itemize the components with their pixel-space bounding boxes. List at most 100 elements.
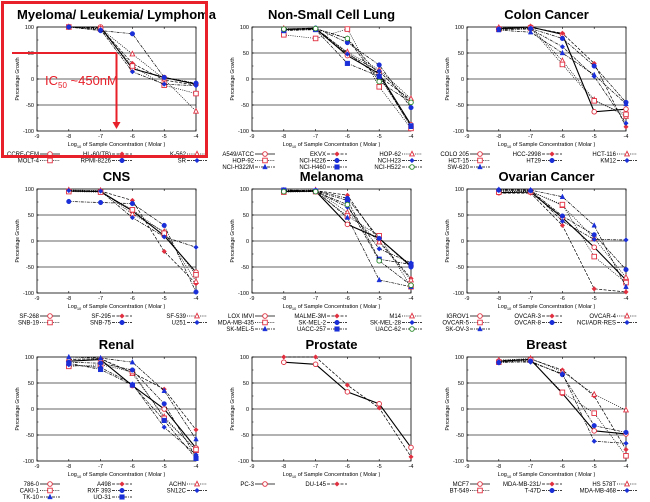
x-tick-label: -5	[592, 296, 597, 302]
data-point	[129, 367, 135, 373]
x-tick-label: -5	[592, 134, 597, 140]
data-point	[559, 201, 566, 208]
legend-marker	[409, 319, 415, 326]
legend-marker	[194, 319, 200, 326]
legend-item: DU-145	[305, 481, 347, 488]
legend-label: UO-31	[93, 495, 111, 501]
legend-label: MDA-MB-231/	[503, 482, 541, 488]
legend-label: A549/ATCC	[222, 152, 254, 158]
legend-label: M14	[389, 314, 401, 320]
x-tick-label: -8	[496, 296, 501, 302]
x-tick-label: -5	[377, 464, 382, 470]
legend-marker	[334, 164, 340, 170]
data-point	[312, 188, 319, 195]
legend-marker	[334, 481, 340, 487]
x-tick-label: -6	[130, 134, 135, 140]
legend-item: BT-549	[450, 487, 490, 495]
legend-item: COLO 205	[440, 151, 490, 158]
legend-label: DU-145	[305, 482, 326, 488]
legend-item: OVCAR-4	[589, 312, 637, 320]
chart-panel-myeloma-leukemia-lymphoma: Myeloma/ Leukemia/ Lymphoma100500-50-100…	[0, 0, 217, 167]
data-point	[376, 246, 382, 252]
legend-marker	[119, 151, 125, 157]
legend-label: HS 578T	[592, 482, 616, 488]
data-point	[591, 232, 597, 238]
data-point	[591, 428, 597, 434]
data-point	[312, 35, 319, 42]
y-tick-label: 100	[25, 187, 34, 193]
legend-marker	[477, 325, 483, 332]
data-point	[559, 49, 566, 56]
series-sn12c	[66, 362, 199, 458]
y-axis-label: Percentage Growth	[230, 57, 236, 100]
chart-svg: Non-Small Cell Lung 100 50 0 -50 -100-9 -8 -7 -6…	[222, 7, 422, 171]
legend-label: NCI/ADR-RES	[577, 321, 616, 327]
data-point	[281, 188, 287, 195]
y-tick-label: -50	[456, 103, 464, 109]
x-tick-label: -4	[409, 464, 414, 470]
data-point	[591, 253, 597, 260]
legend-label: OVCAR-5	[442, 321, 469, 327]
series-sr	[66, 24, 199, 89]
y-tick-label: 0	[246, 407, 249, 413]
legend-item: MDA-MB-468	[580, 487, 637, 495]
data-point	[129, 63, 136, 69]
legend-label: PC-3	[240, 482, 254, 488]
data-point	[161, 81, 167, 87]
data-point	[408, 454, 414, 460]
chart-title: Prostate	[305, 337, 357, 352]
chart-svg: Myeloma/ Leukemia/ Lymphoma100500-50-100…	[7, 7, 217, 165]
x-tick-label: -9	[35, 134, 40, 140]
legend-label: SF-268	[19, 314, 39, 320]
legend-label: NCI-H23	[378, 159, 402, 165]
chart-svg: Melanoma 100 50 0 -50 -100-9 -8 -7 -6 -5 -4 Log10 o…	[218, 169, 422, 333]
y-tick-label: 0	[246, 239, 249, 245]
x-tick-label: -8	[66, 134, 71, 140]
y-tick-label: -100	[453, 129, 464, 135]
x-axis-label: Log10 of Sample Concentration ( Molar )	[283, 142, 381, 149]
data-point	[623, 440, 629, 446]
legend-item: RPMI-8226	[81, 157, 132, 165]
data-point	[97, 188, 104, 194]
legend-label: A498	[97, 482, 112, 488]
chart-title: Renal	[99, 337, 134, 352]
data-point	[193, 427, 199, 433]
chart-title: CNS	[103, 169, 131, 184]
legend-marker	[408, 312, 416, 319]
x-axis-label: Log10 of Sample Concentration ( Molar )	[68, 472, 166, 479]
legend-marker	[47, 157, 53, 164]
legend-label: OVCAR-4	[589, 314, 616, 320]
x-tick-label: -9	[465, 464, 470, 470]
y-tick-label: 100	[240, 25, 249, 31]
data-point	[193, 455, 199, 461]
data-point	[376, 276, 382, 283]
y-tick-label: -100	[238, 291, 249, 297]
legend-item: TK-10	[23, 493, 60, 501]
legend-marker	[47, 493, 53, 500]
data-point	[376, 62, 382, 68]
y-tick-label: -100	[23, 291, 34, 297]
legend-label: U251	[172, 321, 187, 327]
legend-marker	[262, 313, 268, 319]
data-point	[559, 30, 566, 36]
legend-marker	[119, 157, 125, 164]
series-pc-3	[281, 359, 414, 451]
legend-item: SK-OV-3	[445, 325, 490, 333]
data-point	[161, 74, 167, 80]
chart-title: Breast	[526, 337, 567, 352]
legend-item: M14	[389, 312, 422, 320]
legend-label: SK-MEL-5	[226, 327, 254, 333]
legend-item: SR	[178, 157, 207, 165]
legend-marker	[477, 163, 483, 170]
x-tick-label: -4	[409, 296, 414, 302]
legend-item: NCI-H322M	[222, 163, 275, 171]
legend-label: NCI-H322M	[222, 165, 254, 171]
y-tick-label: -50	[26, 103, 34, 109]
data-point	[193, 272, 199, 278]
legend-label: NCI-H522	[374, 165, 401, 171]
chart-title: Melanoma	[300, 169, 364, 184]
y-tick-label: -50	[456, 433, 464, 439]
x-tick-label: -5	[592, 464, 597, 470]
data-point	[376, 73, 382, 79]
data-point	[408, 105, 414, 111]
